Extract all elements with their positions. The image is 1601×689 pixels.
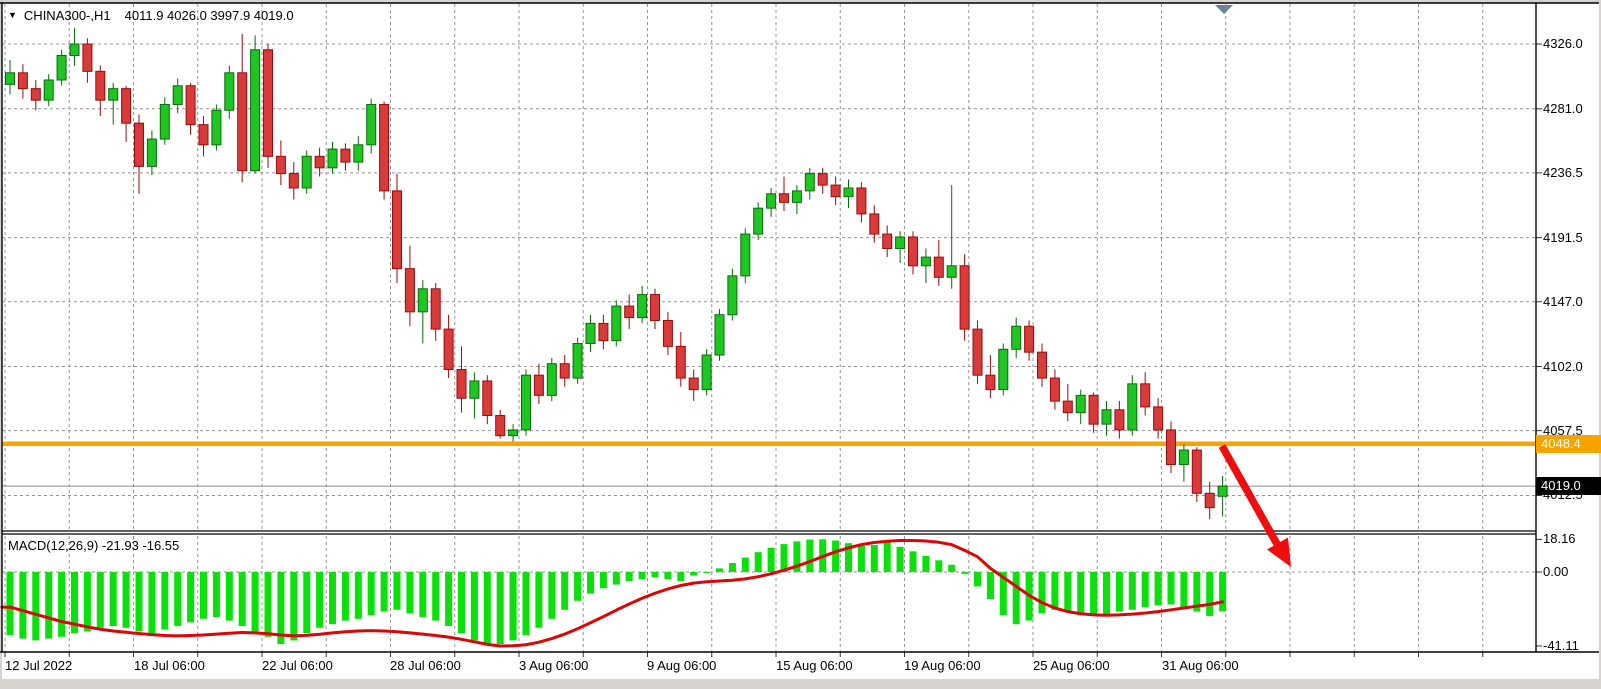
ohlc-values: 4011.9 4026.0 3997.9 4019.0 <box>124 8 294 23</box>
macd-tick-label: 0.00 <box>1543 564 1569 579</box>
price-tick-label: 4281.0 <box>1543 100 1583 116</box>
time-tick-label: 22 Jul 06:00 <box>262 658 333 673</box>
indicator-values: -21.93 -16.55 <box>101 538 180 553</box>
indicator-name: MACD(12,26,9) <box>8 538 99 553</box>
price-tick-label: 4102.0 <box>1543 358 1583 374</box>
macd-tick-label: -41.11 <box>1543 637 1579 653</box>
chart-shift-marker-icon <box>1215 5 1233 14</box>
time-tick-label: 19 Aug 06:00 <box>904 658 981 673</box>
price-tick-label: 4326.0 <box>1543 36 1583 51</box>
time-tick-label: 3 Aug 06:00 <box>519 658 589 673</box>
macd-tick-label: 18.16 <box>1543 531 1576 547</box>
price-tick-label: 4057.5 <box>1543 422 1583 438</box>
trend-arrow-head-icon <box>1267 537 1291 567</box>
time-tick-label: 31 Aug 06:00 <box>1162 658 1239 673</box>
time-tick-label: 28 Jul 06:00 <box>390 658 461 673</box>
current-price-badge: 4019.0 <box>1536 477 1601 496</box>
price-tick-label: 4236.5 <box>1543 164 1583 180</box>
symbol-title: ▼ CHINA300-,H1 4011.9 4026.0 3997.9 4019.0 <box>8 8 294 23</box>
time-tick-label: 25 Aug 06:00 <box>1033 658 1110 673</box>
trend-arrow-shaft <box>1218 444 1281 546</box>
time-tick-label: 12 Jul 2022 <box>5 658 73 673</box>
time-tick-label: 9 Aug 06:00 <box>647 658 717 673</box>
time-tick-label: 18 Jul 06:00 <box>134 658 205 673</box>
window-bottom-frame <box>0 679 1601 689</box>
price-tick-label: 4191.5 <box>1543 229 1583 245</box>
horizontal-line-price-badge: 4048.4 <box>1536 434 1601 453</box>
time-tick-label: 15 Aug 06:00 <box>776 658 853 673</box>
price-tick-label: 4147.0 <box>1543 293 1583 309</box>
indicator-title: MACD(12,26,9) -21.93 -16.55 <box>8 538 179 553</box>
symbol-name: CHINA300-,H1 <box>23 8 111 23</box>
chart-dropdown-icon: ▼ <box>8 10 17 20</box>
